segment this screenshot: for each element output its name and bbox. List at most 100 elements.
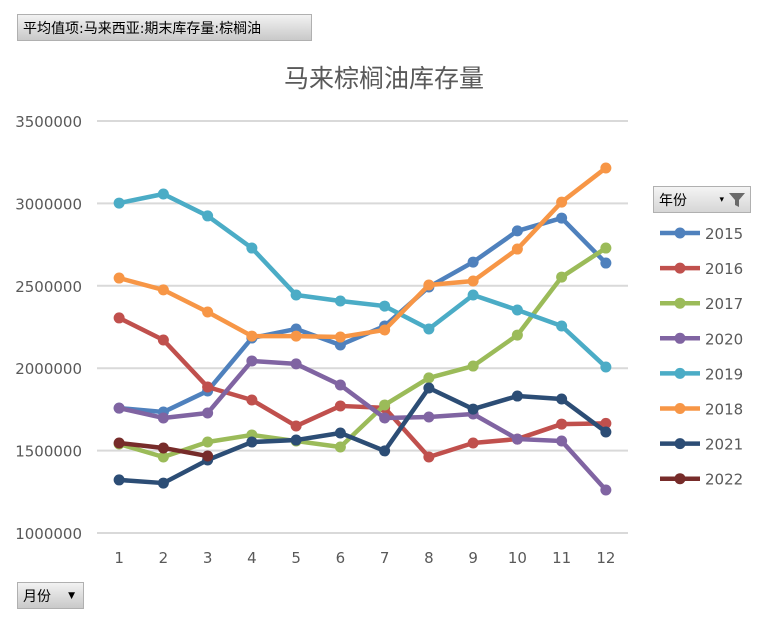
legend-label: 2019	[705, 365, 743, 383]
legend-marker	[674, 332, 686, 344]
data-point	[423, 451, 435, 463]
data-point	[423, 323, 435, 335]
data-point	[290, 358, 302, 370]
x-tick-label: 12	[596, 549, 615, 567]
legend-label: 2018	[705, 401, 743, 419]
y-tick-label: 1500000	[15, 443, 82, 461]
data-point	[556, 435, 568, 447]
data-point	[157, 442, 169, 454]
data-point	[423, 279, 435, 291]
y-tick-label: 3500000	[15, 113, 82, 131]
y-tick-label: 2500000	[15, 278, 82, 296]
x-tick-label: 9	[468, 549, 478, 567]
filter-icon	[729, 192, 745, 207]
x-tick-label: 3	[203, 549, 213, 567]
data-point	[423, 382, 435, 394]
data-point	[423, 372, 435, 384]
legend-marker	[674, 297, 686, 309]
data-point	[511, 243, 523, 255]
data-point	[556, 212, 568, 224]
data-point	[334, 379, 346, 391]
legend-marker	[674, 227, 686, 239]
data-point	[334, 441, 346, 453]
data-point	[290, 289, 302, 301]
data-point	[511, 390, 523, 402]
data-point	[600, 417, 612, 429]
data-point	[379, 445, 391, 457]
data-point	[290, 434, 302, 446]
legend-marker	[674, 403, 686, 414]
data-point	[157, 477, 169, 489]
data-point	[467, 403, 479, 415]
data-point	[246, 242, 258, 254]
data-point	[511, 225, 523, 237]
data-point	[511, 304, 523, 316]
data-point	[556, 320, 568, 332]
data-point	[556, 393, 568, 405]
legend-item[interactable]: 2019	[660, 365, 743, 383]
data-point	[290, 420, 302, 432]
legend-item[interactable]: 2020	[660, 330, 743, 348]
data-point	[334, 331, 346, 343]
series-2019	[113, 188, 612, 373]
month-field-button[interactable]: 月份 ▼	[17, 582, 84, 609]
dropdown-arrow-icon: ▼	[68, 590, 75, 601]
data-point	[600, 361, 612, 373]
legend-item[interactable]: 2015	[660, 225, 743, 243]
data-point	[113, 437, 125, 449]
legend-item[interactable]: 2021	[660, 436, 743, 454]
data-point	[202, 381, 214, 393]
legend-marker	[674, 262, 686, 274]
data-point	[202, 407, 214, 419]
legend-label: 2017	[705, 295, 743, 313]
data-point	[157, 188, 169, 200]
y-tick-label: 1000000	[15, 525, 82, 543]
data-point	[113, 312, 125, 324]
data-point	[467, 289, 479, 301]
legend-marker	[674, 367, 686, 379]
y-tick-label: 2000000	[15, 360, 82, 378]
series-line	[118, 246, 608, 460]
data-point	[290, 330, 302, 342]
data-point	[467, 360, 479, 372]
series-2017	[113, 242, 612, 463]
x-tick-label: 4	[247, 549, 257, 567]
data-point	[556, 196, 568, 208]
year-field-button[interactable]: 年份 ▾	[653, 186, 751, 213]
data-point	[467, 256, 479, 268]
x-tick-label: 2	[159, 549, 169, 567]
month-field-label: 月份	[23, 588, 51, 605]
legend-marker	[674, 438, 686, 450]
legend-marker	[674, 473, 686, 485]
data-point	[157, 451, 169, 463]
data-point	[556, 418, 568, 430]
data-point	[600, 162, 612, 174]
legend-label: 2015	[705, 225, 743, 243]
legend-label: 2021	[705, 436, 743, 454]
data-point	[334, 295, 346, 307]
series-line	[118, 358, 608, 492]
legend-item[interactable]: 2022	[660, 471, 743, 489]
data-point	[379, 324, 391, 336]
x-tick-label: 7	[380, 549, 390, 567]
legend-label: 2020	[705, 330, 743, 348]
data-point	[600, 242, 612, 254]
legend-item[interactable]: 2016	[660, 260, 743, 278]
data-point	[556, 271, 568, 283]
legend-item[interactable]: 2018	[660, 401, 743, 419]
data-point	[467, 437, 479, 449]
data-point	[113, 272, 125, 284]
series-line	[118, 191, 608, 369]
data-point	[246, 394, 258, 406]
y-tick-label: 3000000	[15, 195, 82, 213]
legend-item[interactable]: 2017	[660, 295, 743, 313]
data-point	[334, 339, 346, 351]
value-field-button[interactable]: 平均值项:马来西亚:期末库存量:棕榈油	[17, 14, 312, 41]
year-field-label: 年份	[659, 192, 687, 209]
x-tick-label: 6	[336, 549, 346, 567]
series-2021	[113, 382, 612, 489]
chart-title: 马来棕榈油库存量	[284, 64, 484, 93]
series-line	[118, 315, 606, 460]
data-point	[157, 334, 169, 346]
data-point	[157, 284, 169, 296]
